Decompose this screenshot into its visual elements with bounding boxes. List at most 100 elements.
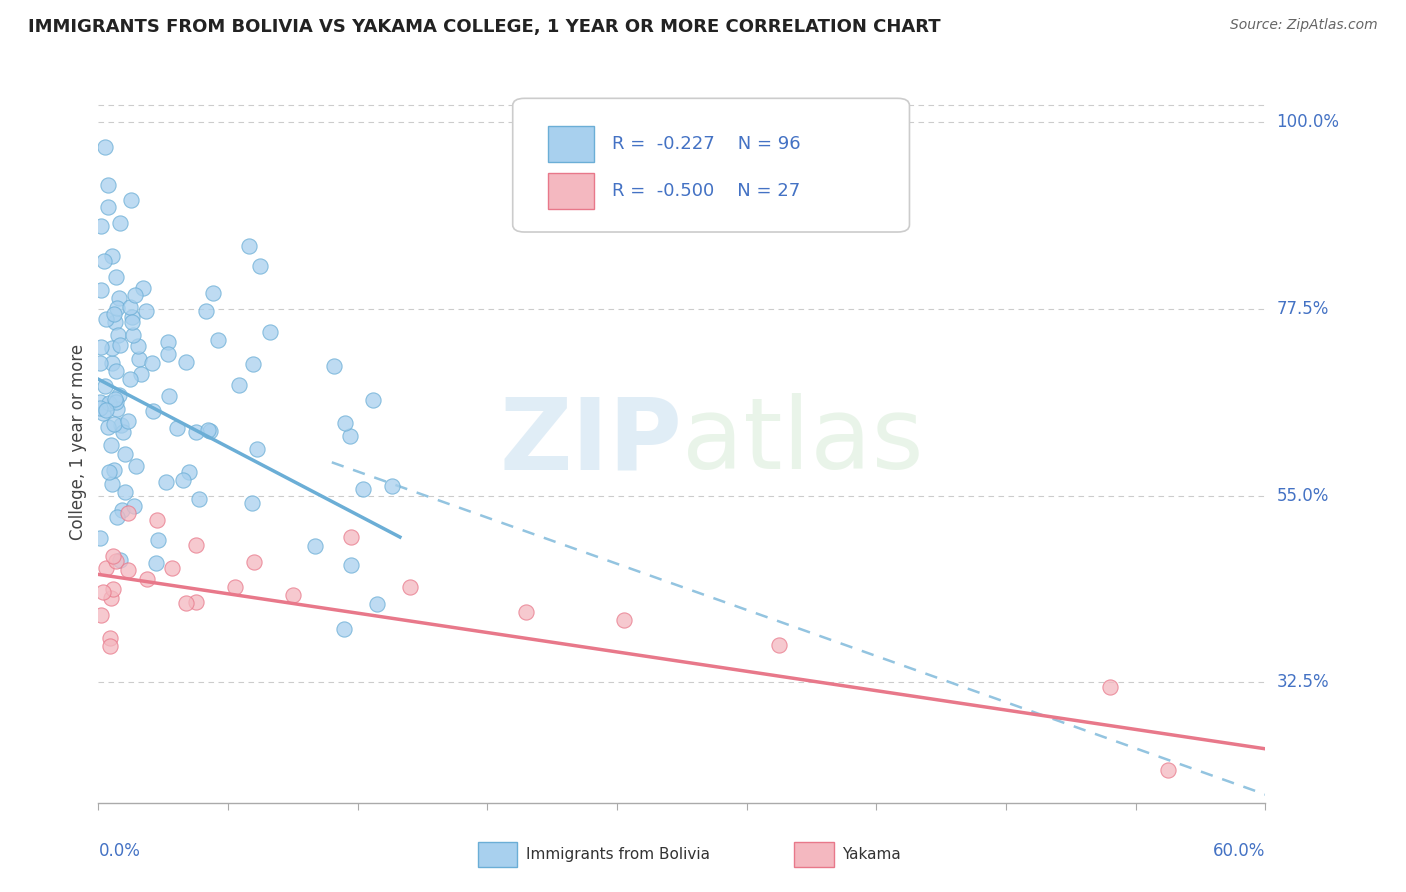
Point: [201, 285, 224, 300]
Point: [155, 475, 177, 489]
Point: [768, 638, 790, 652]
Point: [104, 392, 127, 406]
Point: [246, 442, 269, 456]
Point: [281, 588, 304, 602]
Point: [90, 340, 112, 354]
Point: [127, 339, 149, 353]
Point: [120, 193, 142, 207]
Point: [142, 403, 165, 417]
Point: [108, 216, 131, 230]
Point: [125, 458, 148, 473]
Point: [103, 417, 125, 431]
Point: [93, 254, 115, 268]
Point: [108, 337, 131, 351]
Point: [89, 356, 111, 370]
Text: ZIP: ZIP: [499, 393, 682, 490]
Point: [97, 178, 120, 192]
Point: [157, 334, 180, 349]
Text: Immigrants from Bolivia: Immigrants from Bolivia: [526, 847, 710, 862]
Point: [333, 623, 356, 637]
Point: [381, 478, 404, 492]
Point: [194, 304, 217, 318]
Point: [340, 558, 363, 573]
Point: [304, 539, 326, 553]
Point: [90, 608, 112, 623]
Point: [174, 355, 197, 369]
Point: [110, 417, 132, 432]
Text: 100.0%: 100.0%: [1277, 112, 1340, 131]
Point: [121, 315, 143, 329]
Text: 60.0%: 60.0%: [1213, 842, 1265, 860]
Point: [242, 357, 264, 371]
Point: [104, 269, 127, 284]
Point: [101, 582, 124, 596]
Point: [94, 379, 117, 393]
Point: [156, 346, 179, 360]
Point: [122, 327, 145, 342]
Point: [366, 597, 388, 611]
Point: [107, 327, 129, 342]
Point: [157, 389, 180, 403]
Point: [94, 561, 117, 575]
Point: [129, 367, 152, 381]
Point: [172, 473, 194, 487]
Y-axis label: College, 1 year or more: College, 1 year or more: [69, 343, 87, 540]
Point: [98, 395, 121, 409]
Point: [613, 613, 636, 627]
Point: [323, 359, 346, 374]
Point: [101, 341, 124, 355]
Point: [515, 605, 537, 619]
Point: [1098, 680, 1121, 694]
Point: [136, 572, 159, 586]
Point: [101, 249, 124, 263]
Point: [108, 553, 131, 567]
Point: [160, 561, 183, 575]
Point: [105, 364, 128, 378]
Point: [224, 580, 246, 594]
Text: IMMIGRANTS FROM BOLIVIA VS YAKAMA COLLEGE, 1 YEAR OR MORE CORRELATION CHART: IMMIGRANTS FROM BOLIVIA VS YAKAMA COLLEG…: [28, 18, 941, 36]
Point: [107, 291, 129, 305]
Point: [90, 219, 112, 234]
Point: [117, 563, 139, 577]
Point: [118, 372, 141, 386]
Point: [1157, 763, 1180, 777]
Point: [112, 425, 135, 439]
Point: [333, 416, 356, 430]
Point: [97, 419, 120, 434]
Point: [89, 531, 111, 545]
Point: [179, 465, 201, 479]
Text: R =  -0.500    N = 27: R = -0.500 N = 27: [612, 182, 800, 201]
Text: 0.0%: 0.0%: [98, 842, 141, 860]
Point: [89, 401, 111, 416]
Point: [184, 594, 207, 608]
Point: [228, 378, 250, 392]
Point: [259, 325, 281, 339]
Point: [352, 482, 374, 496]
Point: [146, 513, 169, 527]
Text: R =  -0.227    N = 96: R = -0.227 N = 96: [612, 135, 800, 153]
FancyBboxPatch shape: [548, 173, 595, 210]
Point: [124, 499, 146, 513]
Text: 55.0%: 55.0%: [1277, 486, 1329, 505]
Text: 77.5%: 77.5%: [1277, 300, 1329, 318]
Point: [105, 510, 128, 524]
Point: [103, 307, 125, 321]
Point: [207, 333, 229, 347]
Point: [145, 556, 167, 570]
Point: [340, 530, 363, 544]
Point: [90, 283, 112, 297]
Point: [91, 585, 114, 599]
FancyBboxPatch shape: [513, 98, 910, 232]
Point: [105, 395, 128, 409]
Point: [128, 352, 150, 367]
Point: [107, 387, 129, 401]
Point: [117, 507, 139, 521]
Text: Yakama: Yakama: [842, 847, 901, 862]
Point: [105, 402, 128, 417]
Point: [96, 200, 118, 214]
Point: [243, 555, 266, 569]
FancyBboxPatch shape: [548, 126, 595, 161]
Point: [146, 533, 169, 547]
Point: [118, 300, 141, 314]
Point: [94, 139, 117, 153]
